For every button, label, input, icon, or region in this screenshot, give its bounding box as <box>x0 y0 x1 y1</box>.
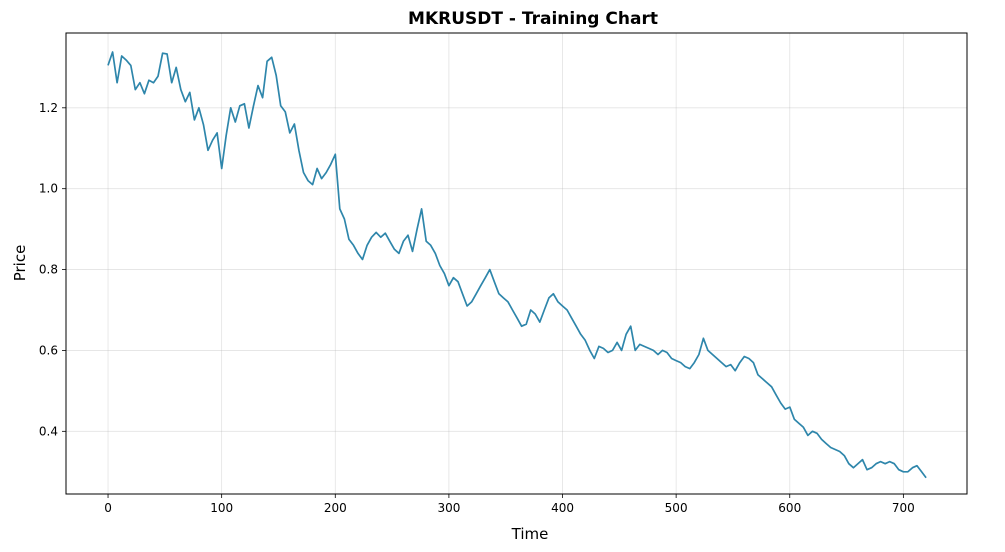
y-tick-label: 1.2 <box>39 101 58 115</box>
x-tick-label: 500 <box>665 501 688 515</box>
x-tick-label: 100 <box>210 501 233 515</box>
x-tick-label: 0 <box>104 501 112 515</box>
x-tick-label: 300 <box>437 501 460 515</box>
x-tick-label: 700 <box>892 501 915 515</box>
price-series-line <box>107 51 927 479</box>
y-tick-label: 0.4 <box>39 424 58 438</box>
y-tick-label: 0.8 <box>39 263 58 277</box>
y-axis-title: Price <box>11 245 29 282</box>
y-tick-label: 1.0 <box>39 182 58 196</box>
x-tick-label: 600 <box>778 501 801 515</box>
series-layer <box>107 51 927 479</box>
y-tick-label: 0.6 <box>39 343 58 357</box>
chart-title: MKRUSDT - Training Chart <box>408 9 658 29</box>
plot-frame <box>65 32 968 495</box>
x-axis-title: Time <box>511 525 549 543</box>
x-tick-label: 200 <box>324 501 347 515</box>
x-tick-label: 400 <box>551 501 574 515</box>
x-axis: 0 100 200 300 400 500 600 700 <box>104 494 915 515</box>
grid <box>66 33 967 494</box>
y-axis: 0.4 0.6 0.8 1.0 1.2 <box>39 101 66 438</box>
